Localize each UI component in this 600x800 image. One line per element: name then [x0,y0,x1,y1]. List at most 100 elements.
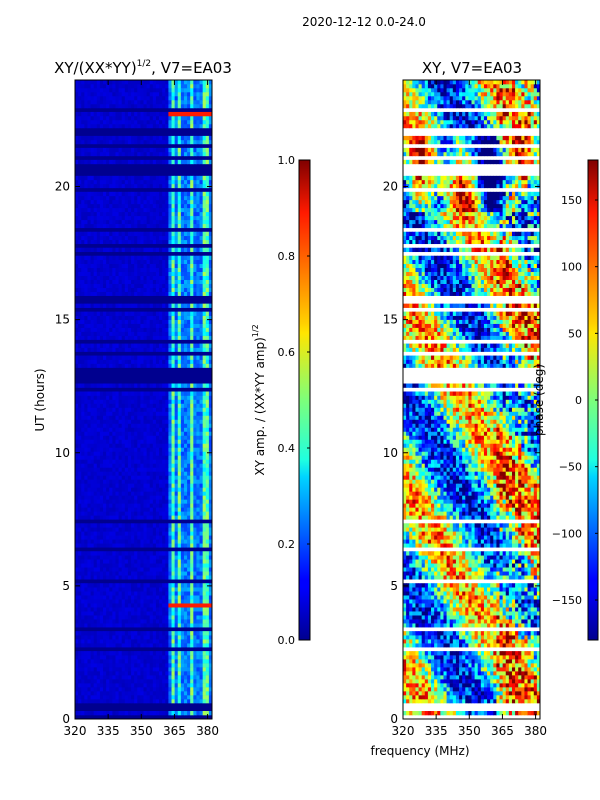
amplitude-cell [202,663,207,668]
amplitude-cell [155,611,160,616]
amplitude-cell [205,699,210,704]
amplitude-cell [112,207,116,213]
amplitude-cell [162,267,166,272]
amplitude-cell [177,471,182,476]
amplitude-cell [205,575,210,580]
amplitude-cell [143,643,148,648]
amplitude-cell [81,443,85,448]
amplitude-cell [75,315,79,320]
amplitude-cell [103,239,107,245]
amplitude-cell [193,659,197,664]
amplitude-cell [205,355,210,360]
amplitude-cell [177,191,182,197]
amplitude-cell [87,515,91,520]
amplitude-cell [90,431,95,436]
amplitude-cell [159,491,163,496]
amplitude-cell [168,211,172,217]
amplitude-cell [78,439,82,444]
amplitude-cell [196,539,200,544]
amplitude-cell [168,391,172,396]
amplitude-cell [140,403,144,408]
amplitude-cell [152,215,157,221]
amplitude-cell [193,327,197,332]
amplitude-cell [140,611,144,616]
amplitude-cell [81,471,85,476]
amplitude-cell [137,471,141,476]
amplitude-cell [143,427,148,432]
amplitude-cell [165,459,169,464]
amplitude-cell [183,651,188,656]
amplitude-cell [87,511,91,516]
amplitude-cell [75,407,79,412]
amplitude-cell [183,515,188,520]
amplitude-cell [87,175,91,181]
amplitude-cell [131,499,135,504]
amplitude-cell [84,439,88,444]
amplitude-cell [187,475,191,480]
amplitude-cell [208,527,213,532]
amplitude-cell [137,611,141,616]
amplitude-cell [208,663,213,668]
amplitude-cell [177,639,182,644]
amplitude-cell [187,239,191,245]
amplitude-cell [134,383,138,388]
amplitude-cell [187,219,191,225]
amplitude-cell [208,183,213,189]
amplitude-cell [90,639,95,644]
amplitude-cell [137,419,141,424]
amplitude-cell [196,611,200,616]
amplitude-cell [90,403,95,408]
amplitude-cell [177,523,182,528]
amplitude-cell [106,419,110,424]
amplitude-cell [190,451,194,456]
amplitude-cell [87,479,91,484]
amplitude-cell [143,219,148,225]
amplitude-cell [193,619,197,624]
amplitude-cell [137,499,141,504]
amplitude-cell [171,487,176,492]
amplitude-cell [177,335,182,340]
amplitude-cell [137,431,141,436]
amplitude-cell [171,263,176,268]
amplitude-cell [159,219,163,225]
amplitude-cell [159,343,163,348]
amplitude-cell [84,419,88,424]
amplitude-cell [140,407,144,412]
amplitude-cell [78,359,82,364]
amplitude-cell [174,571,179,576]
amplitude-cell [118,495,123,500]
amplitude-cell [193,687,197,692]
amplitude-cell [155,563,160,568]
amplitude-cell [152,191,157,197]
amplitude-cell [84,447,88,452]
amplitude-cell [81,303,85,308]
amplitude-cell [187,683,191,688]
amplitude-cell [75,495,79,500]
amplitude-cell [193,287,197,292]
amplitude-cell [78,563,82,568]
amplitude-cell [140,451,144,456]
amplitude-cell [152,635,157,640]
amplitude-cell [187,263,191,268]
amplitude-cell [140,511,144,516]
amplitude-cell [99,203,104,209]
amplitude-cell [131,223,135,229]
amplitude-cell [131,631,135,636]
amplitude-cell [199,287,204,292]
amplitude-cell [84,399,88,404]
amplitude-cell [109,575,113,580]
amplitude-cell [193,447,197,452]
amplitude-cell [171,683,176,688]
amplitude-cell [143,395,148,400]
amplitude-cell [106,655,110,660]
amplitude-cell [106,395,110,400]
amplitude-cell [208,667,213,672]
amplitude-cell [140,355,144,360]
amplitude-cell [180,651,185,656]
amplitude-cell [174,183,179,189]
amplitude-cell [199,515,204,520]
amplitude-cell [152,203,157,209]
amplitude-cell [99,479,104,484]
amplitude-cell [115,671,119,676]
amplitude-cell [109,219,113,225]
